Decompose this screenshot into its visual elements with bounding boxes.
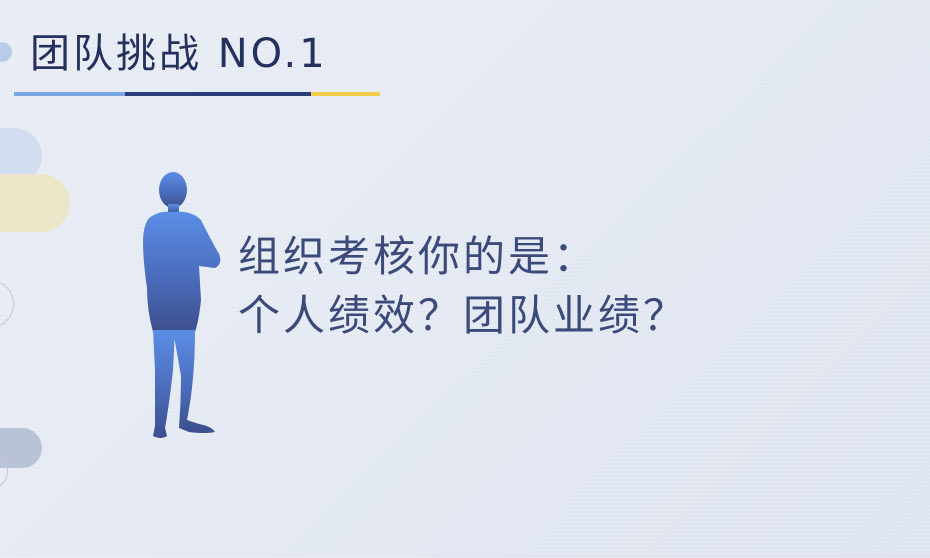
underline-segment-blue xyxy=(14,92,126,96)
page-title: 团队挑战 NO.1 xyxy=(30,31,328,77)
underline-segment-navy xyxy=(125,92,311,96)
standing-businessman-silhouette-icon xyxy=(143,172,221,438)
decorative-pill-yellow xyxy=(0,174,70,232)
decorative-pill-gray xyxy=(0,428,42,468)
question-line-1: 组织考核你的是： xyxy=(238,232,599,281)
question-line-2: 个人绩效？团队业绩？ xyxy=(238,290,689,340)
decorative-ring xyxy=(0,280,14,328)
title-underline xyxy=(14,92,380,96)
decorative-dot xyxy=(0,42,12,62)
question-text: 组织考核你的是： 个人绩效？团队业绩？ xyxy=(238,228,688,346)
underline-segment-yellow xyxy=(310,92,380,96)
